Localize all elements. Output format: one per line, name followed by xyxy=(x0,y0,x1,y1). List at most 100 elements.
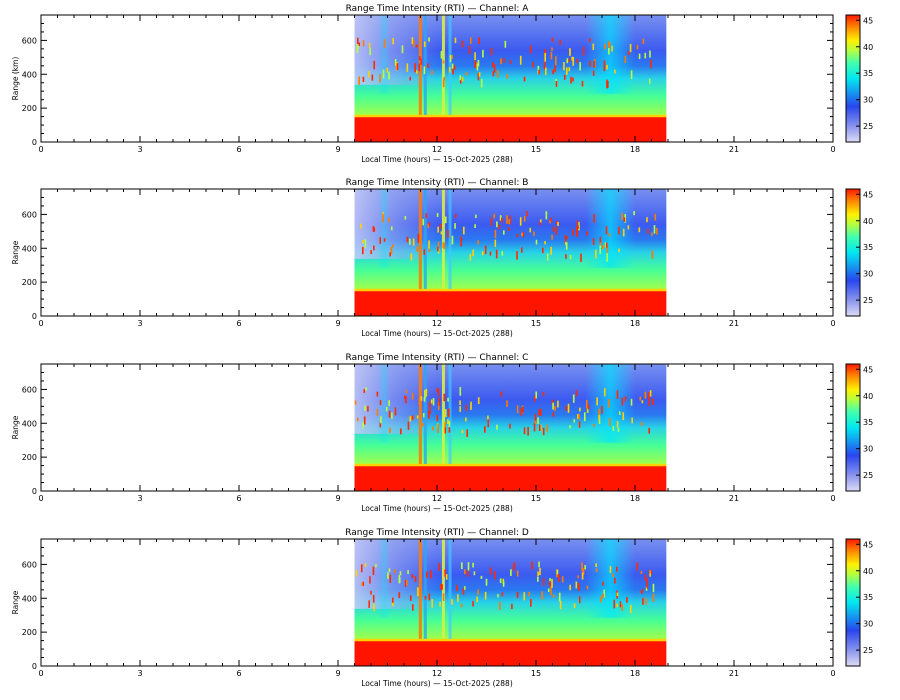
colorbar-tick-label: 35 xyxy=(863,69,873,78)
heatmap-speckle xyxy=(509,215,511,225)
y-tick-label: 600 xyxy=(22,36,37,45)
heatmap-speckle xyxy=(599,245,602,255)
heatmap-speckle xyxy=(648,427,650,434)
heatmap-speckle xyxy=(457,594,459,602)
heatmap-speckle xyxy=(614,578,616,584)
heatmap-lower-edge xyxy=(354,288,667,291)
heatmap-speckle xyxy=(646,217,648,223)
heatmap-stripe xyxy=(423,189,427,291)
heatmap-speckle xyxy=(644,574,647,581)
heatmap-speckle xyxy=(569,254,572,260)
heatmap-speckle xyxy=(539,219,542,223)
heatmap-speckle xyxy=(641,588,644,593)
colorbar: 25 30 35 40 45 xyxy=(845,363,873,492)
x-tick-label: 0 xyxy=(830,494,835,503)
heatmap-speckle xyxy=(561,576,564,583)
heatmap-speckle xyxy=(606,79,608,89)
heatmap-speckle xyxy=(454,214,457,218)
heatmap-speckle xyxy=(541,247,544,254)
heatmap-speckle xyxy=(501,251,504,256)
heatmap-speckle xyxy=(516,250,518,260)
heatmap-speckle xyxy=(648,78,651,84)
heatmap-speckle xyxy=(383,39,386,49)
heatmap-speckle xyxy=(605,242,608,248)
heatmap-speckle xyxy=(372,595,375,603)
heatmap-speckle xyxy=(448,427,451,433)
heatmap-speckle xyxy=(585,399,588,409)
heatmap-speckle xyxy=(428,248,431,252)
heatmap-speckle xyxy=(499,578,502,584)
heatmap-speckle xyxy=(576,227,578,234)
heatmap-speckle xyxy=(367,405,369,412)
heatmap-speckle xyxy=(420,58,423,65)
heatmap-speckle xyxy=(558,592,561,602)
heatmap-speckle xyxy=(636,45,639,50)
heatmap-speckle xyxy=(496,424,498,430)
heatmap-speckle xyxy=(580,253,582,262)
heatmap-speckle xyxy=(599,236,602,246)
heatmap-stripe xyxy=(418,189,422,291)
colorbar-scale xyxy=(845,188,861,317)
heatmap-speckle xyxy=(431,70,433,75)
heatmap-speckle xyxy=(558,574,560,582)
heatmap-speckle xyxy=(437,241,440,249)
heatmap-speckle xyxy=(584,565,587,570)
x-tick-label: 15 xyxy=(531,145,541,154)
heatmap-speckle xyxy=(442,254,445,258)
heatmap-speckle xyxy=(461,562,463,570)
heatmap-speckle xyxy=(387,572,389,579)
heatmap-speckle xyxy=(564,235,567,242)
heatmap-speckle xyxy=(551,399,554,405)
heatmap-speckle xyxy=(499,215,502,221)
heatmap-speckle xyxy=(426,571,428,578)
heatmap-speckle xyxy=(465,417,467,422)
heatmap-speckle xyxy=(552,402,554,410)
heatmap-speckle xyxy=(607,40,610,49)
heatmap-speckle xyxy=(476,63,479,71)
heatmap-speckle xyxy=(484,426,486,433)
heatmap-speckle xyxy=(423,66,426,75)
heatmap-speckle xyxy=(415,70,418,74)
y-tick-label: 200 xyxy=(22,628,37,637)
heatmap-speckle xyxy=(499,601,501,610)
heatmap-speckle xyxy=(630,398,633,406)
heatmap-speckle xyxy=(649,569,651,574)
heatmap-speckle xyxy=(391,597,394,603)
heatmap-speckle xyxy=(614,69,616,74)
heatmap-speckle xyxy=(516,405,519,414)
heatmap-speckle xyxy=(360,564,363,573)
heatmap-speckle xyxy=(431,599,433,608)
heatmap-speckle xyxy=(529,45,532,54)
heatmap-speckle xyxy=(549,578,551,582)
colorbar-tick-label: 30 xyxy=(863,270,873,279)
heatmap-speckle xyxy=(382,213,384,223)
heatmap-speckle xyxy=(578,583,580,591)
heatmap-lower-edge xyxy=(354,638,667,641)
heatmap-speckle xyxy=(422,218,425,226)
heatmap-speckle xyxy=(412,604,414,611)
heatmap-speckle xyxy=(595,563,597,568)
heatmap-image xyxy=(354,15,667,142)
colorbar-tick-label: 35 xyxy=(863,418,873,427)
heatmap-speckle xyxy=(390,247,393,255)
heatmap-speckle xyxy=(596,397,598,406)
heatmap-speckle xyxy=(432,398,435,406)
heatmap-speckle xyxy=(432,426,434,431)
heatmap-speckle xyxy=(519,55,522,65)
y-axis-label: Range xyxy=(11,240,20,264)
heatmap-speckle xyxy=(424,389,426,399)
heatmap-speckle xyxy=(451,235,454,245)
heatmap-speckle xyxy=(649,571,652,577)
heatmap-speckle xyxy=(575,581,578,589)
heatmap-speckle xyxy=(445,409,447,418)
heatmap-speckle xyxy=(556,221,558,225)
heatmap-speckle xyxy=(438,562,441,571)
colorbar-scale xyxy=(845,14,861,143)
x-tick-label: 9 xyxy=(335,145,340,154)
heatmap-speckle xyxy=(500,58,502,65)
colorbar-tick-label: 30 xyxy=(863,620,873,629)
heatmap-speckle xyxy=(437,402,440,411)
heatmap-speckle xyxy=(539,424,542,432)
heatmap-speckle xyxy=(611,45,613,52)
y-tick-label: 600 xyxy=(22,210,37,219)
